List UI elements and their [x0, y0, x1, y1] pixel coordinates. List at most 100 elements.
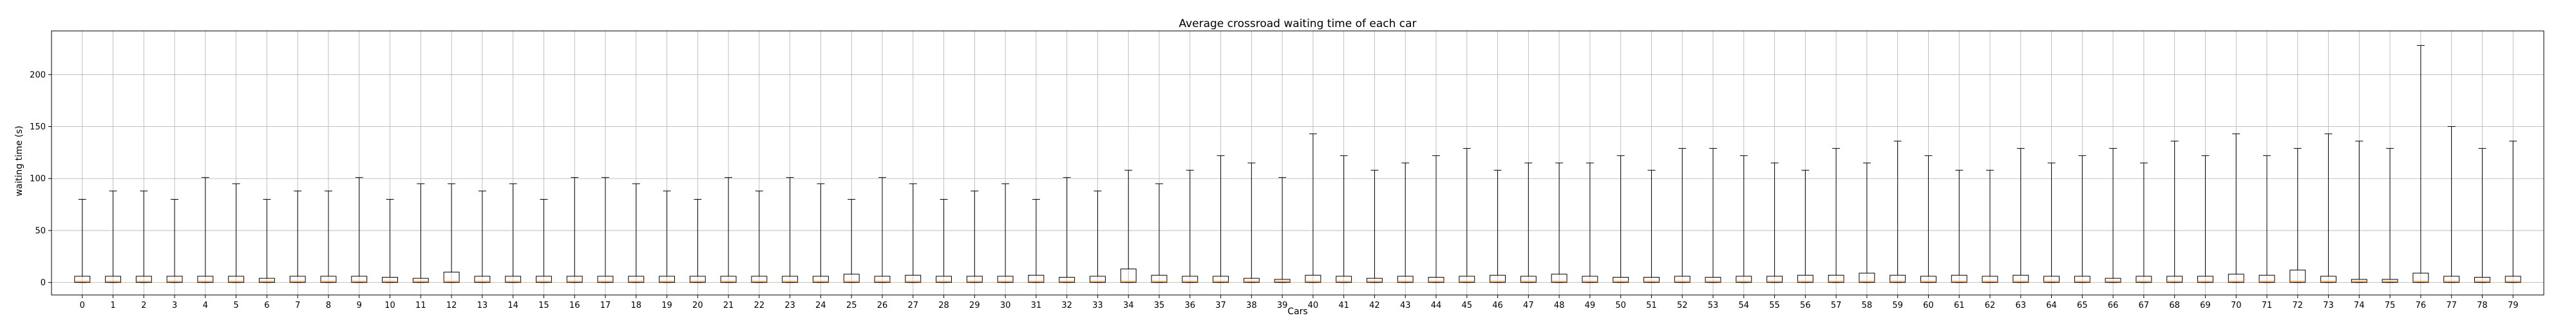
box-iqr — [166, 276, 183, 283]
box-car-23 — [782, 177, 799, 283]
box-car-50 — [1613, 155, 1629, 283]
x-tick-label: 19 — [661, 301, 672, 310]
box-iqr — [1859, 272, 1875, 283]
x-tick-label: 64 — [2046, 301, 2057, 310]
box-car-26 — [874, 177, 891, 283]
box-car-25 — [843, 198, 860, 283]
x-tick-label: 17 — [600, 301, 611, 310]
box-car-31 — [1028, 198, 1045, 283]
box-iqr — [1243, 278, 1260, 283]
x-tick-label: 43 — [1400, 301, 1411, 310]
box-car-37 — [1213, 155, 1229, 283]
y-tick-label: 200 — [30, 70, 46, 80]
box-car-46 — [1490, 169, 1506, 283]
box-car-36 — [1182, 169, 1198, 283]
box-car-69 — [2197, 155, 2213, 283]
x-tick-label: 79 — [2508, 301, 2519, 310]
box-car-70 — [2228, 133, 2244, 283]
box-iqr — [1766, 276, 1783, 283]
box-iqr — [1151, 274, 1168, 283]
x-tick-label: 51 — [1646, 301, 1657, 310]
x-tick-label: 66 — [2108, 301, 2119, 310]
boxes — [74, 45, 2521, 283]
x-tick-label: 29 — [969, 301, 980, 310]
box-car-78 — [2474, 147, 2490, 283]
x-tick-label: 3 — [172, 301, 177, 310]
box-iqr — [782, 276, 799, 283]
x-tick-label: 27 — [908, 301, 919, 310]
box-car-39 — [1274, 177, 1291, 283]
x-tick-label: 24 — [815, 301, 826, 310]
box-car-0 — [74, 198, 91, 283]
box-iqr — [1889, 274, 1906, 283]
box-iqr — [412, 278, 429, 283]
box-car-60 — [1920, 155, 1937, 283]
box-car-19 — [659, 191, 675, 283]
box-car-55 — [1766, 162, 1783, 283]
box-car-51 — [1643, 169, 1660, 283]
box-car-73 — [2320, 133, 2336, 283]
box-car-8 — [320, 191, 337, 283]
box-iqr — [2105, 278, 2121, 283]
plot-frame — [51, 30, 2544, 296]
y-tick-label: 0 — [41, 278, 46, 288]
x-tick-label: 22 — [754, 301, 765, 310]
x-tick-label: 34 — [1123, 301, 1134, 310]
x-tick-label: 61 — [1954, 301, 1965, 310]
box-iqr — [566, 276, 583, 283]
box-car-49 — [1582, 162, 1598, 283]
box-iqr — [905, 274, 922, 283]
box-car-1 — [105, 191, 122, 283]
box-iqr — [813, 276, 829, 283]
box-car-41 — [1336, 155, 1352, 283]
grid — [52, 31, 2544, 295]
x-tick-label: 73 — [2323, 301, 2334, 310]
box-iqr — [966, 276, 983, 283]
box-car-48 — [1551, 162, 1567, 283]
box-car-75 — [2382, 147, 2398, 283]
box-iqr — [1336, 276, 1352, 283]
box-iqr — [2166, 276, 2183, 283]
box-iqr — [505, 276, 522, 283]
box-car-24 — [813, 183, 829, 283]
box-iqr — [1090, 276, 1106, 283]
x-tick-label: 12 — [446, 301, 457, 310]
box-iqr — [2320, 276, 2336, 283]
box-car-61 — [1951, 169, 1967, 283]
box-car-17 — [597, 177, 614, 283]
box-car-71 — [2259, 155, 2275, 283]
box-car-11 — [412, 183, 429, 283]
box-iqr — [1182, 276, 1198, 283]
x-axis-label: Cars — [1287, 307, 1307, 317]
box-iqr — [1028, 274, 1045, 283]
x-tick-label: 9 — [357, 301, 362, 310]
x-tick-label: 7 — [295, 301, 300, 310]
x-tick-label: 56 — [1800, 301, 1811, 310]
box-iqr — [1274, 279, 1291, 283]
box-car-65 — [2074, 155, 2090, 283]
box-iqr — [2505, 276, 2521, 283]
box-iqr — [874, 276, 891, 283]
box-iqr — [1643, 277, 1660, 283]
box-car-72 — [2289, 147, 2306, 283]
box-iqr — [105, 276, 122, 283]
box-car-3 — [166, 198, 183, 283]
box-iqr — [1428, 277, 1444, 283]
box-car-77 — [2443, 126, 2460, 283]
box-car-12 — [443, 183, 460, 283]
x-tick-label: 18 — [631, 301, 642, 310]
box-car-14 — [505, 183, 522, 283]
box-iqr — [1120, 269, 1137, 283]
box-iqr — [197, 276, 214, 283]
box-car-45 — [1459, 147, 1475, 283]
box-iqr — [843, 274, 860, 283]
box-iqr — [1797, 274, 1814, 283]
box-car-30 — [997, 183, 1014, 283]
y-tick-label: 150 — [30, 122, 46, 132]
box-iqr — [2412, 272, 2429, 283]
box-iqr — [1736, 276, 1752, 283]
box-iqr — [720, 276, 737, 283]
x-tick-label: 62 — [1985, 301, 1996, 310]
x-tick-label: 36 — [1185, 301, 1196, 310]
